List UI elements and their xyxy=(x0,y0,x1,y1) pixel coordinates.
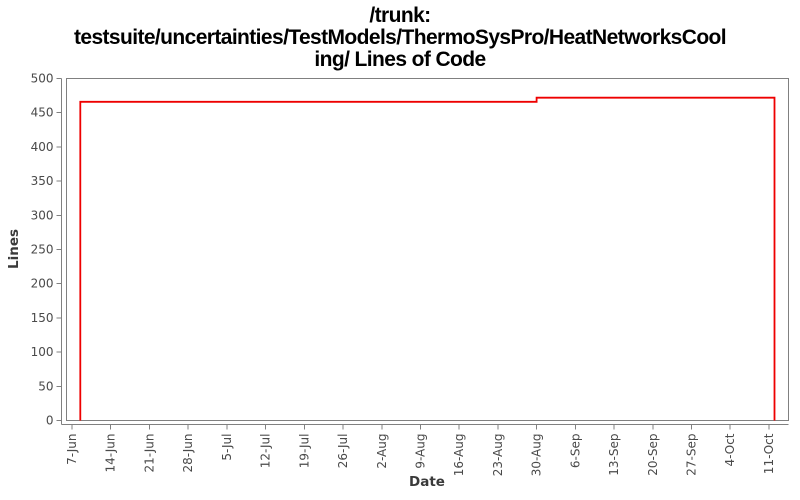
y-tick-label: 450 xyxy=(31,106,54,120)
x-tick-label: 26-Jul xyxy=(336,434,350,469)
chart-title: /trunk: testsuite/uncertainties/TestMode… xyxy=(0,5,800,71)
x-tick-label: 5-Jul xyxy=(220,434,234,461)
x-axis-title: Date xyxy=(409,474,445,490)
x-tick-label: 7-Jun xyxy=(65,434,79,465)
x-tick-label: 19-Jul xyxy=(297,434,311,469)
chart-title-line-1: /trunk: xyxy=(369,4,431,27)
plot-border xyxy=(66,78,789,421)
y-axis-title: Lines xyxy=(6,229,22,269)
y-tick-label: 150 xyxy=(31,311,54,325)
y-tick-label: 500 xyxy=(31,72,54,86)
y-tick-label: 0 xyxy=(46,414,54,428)
x-tick-label: 27-Sep xyxy=(685,434,699,476)
x-tick-label: 2-Aug xyxy=(375,434,389,469)
x-tick-label: 13-Sep xyxy=(607,434,621,476)
chart-title-line-3: ing/ Lines of Code xyxy=(314,48,486,71)
x-tick-label: 4-Oct xyxy=(723,433,737,466)
x-tick-label: 14-Jun xyxy=(104,434,118,473)
x-tick-label: 16-Aug xyxy=(452,434,466,477)
y-tick-label: 250 xyxy=(31,243,54,257)
series-line xyxy=(79,96,776,421)
x-tick-label: 28-Jun xyxy=(181,434,195,473)
y-tick-label: 100 xyxy=(31,345,54,359)
x-tick-label: 30-Aug xyxy=(530,434,544,477)
y-tick-label: 200 xyxy=(31,277,54,291)
x-tick-label: 6-Sep xyxy=(568,434,582,469)
x-tick-label: 9-Aug xyxy=(413,434,427,469)
x-tick-label: 11-Oct xyxy=(762,433,776,474)
chart-title-line-2: testsuite/uncertainties/TestModels/Therm… xyxy=(73,26,727,49)
x-tick-label: 23-Aug xyxy=(491,434,505,477)
y-tick-label: 300 xyxy=(31,208,54,222)
x-tick-label: 12-Jul xyxy=(259,434,273,469)
x-tick-label: 21-Jun xyxy=(142,434,156,473)
x-tick-label: 20-Sep xyxy=(646,434,660,476)
y-tick-label: 350 xyxy=(31,174,54,188)
y-tick-label: 400 xyxy=(31,140,54,154)
y-tick-label: 50 xyxy=(38,379,53,393)
